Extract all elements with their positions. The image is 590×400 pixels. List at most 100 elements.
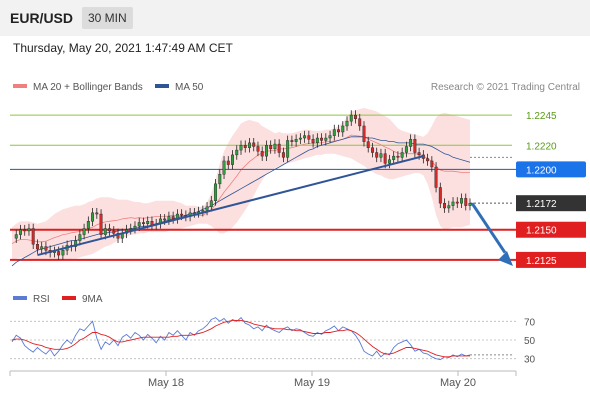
candle-body — [248, 142, 251, 148]
ma50-legend-label: MA 50 — [175, 82, 204, 93]
level-label-1-2125: 1.2125 — [526, 256, 557, 267]
candle-body — [430, 160, 434, 168]
candle-body — [294, 139, 298, 142]
trend-annotations — [37, 155, 513, 266]
candle-body — [129, 228, 133, 230]
candle-body — [23, 229, 27, 232]
candle-body — [222, 160, 226, 175]
candle-body — [31, 228, 35, 245]
candle-body — [205, 206, 209, 211]
candle-body — [358, 118, 362, 127]
level-label-1-2245: 1.2245 — [526, 111, 557, 122]
candle-body — [133, 225, 137, 229]
candle-body — [434, 166, 438, 188]
candle-body — [404, 146, 408, 153]
candle-body — [307, 135, 311, 140]
candle-body — [392, 155, 396, 160]
candle-body — [438, 187, 442, 204]
rsi-tick-label-50: 50 — [524, 336, 536, 347]
candle-body — [14, 234, 18, 239]
candle-body — [226, 160, 230, 165]
candle-body — [443, 202, 447, 209]
legend: MA 20 + Bollinger Bands MA 50 — [13, 82, 204, 93]
candle-body — [99, 213, 103, 235]
ma50-line — [11, 136, 471, 267]
candle-body — [455, 201, 459, 204]
bollinger-band-fill — [12, 107, 470, 262]
rsi-legend-label: RSI — [33, 294, 50, 305]
candle-body — [328, 135, 332, 139]
candle-body — [303, 135, 307, 139]
candle-body — [332, 129, 336, 136]
candle-body — [400, 152, 404, 158]
candle-body — [112, 230, 116, 234]
candle-body — [108, 228, 111, 232]
candle-body — [74, 240, 78, 247]
forecast-arrow-head — [498, 251, 513, 266]
candle-body — [180, 213, 184, 216]
level-label-bg — [516, 251, 586, 268]
ma50-legend-swatch — [155, 84, 169, 88]
level-label-bg — [516, 221, 586, 238]
candle-body — [40, 246, 44, 250]
candle-body — [269, 145, 273, 150]
candle-body — [167, 216, 171, 221]
candle-body — [61, 250, 65, 256]
candle-body — [286, 140, 290, 158]
candle-body — [468, 202, 472, 206]
x-tick-label: May 20 — [440, 377, 476, 389]
candle-body — [137, 222, 141, 227]
candle-body — [383, 153, 387, 164]
candle-body — [413, 139, 417, 153]
rsi-tick-label-70: 70 — [524, 317, 536, 328]
candle-body — [290, 140, 294, 142]
chart-header: EUR/USD 30 MIN — [0, 0, 590, 36]
level-label-bg — [516, 161, 586, 178]
symbol-title: EUR/USD — [10, 10, 74, 26]
candle-body — [35, 244, 39, 250]
trend-line — [37, 155, 424, 257]
candle-body — [354, 114, 357, 119]
x-tick-label: May 18 — [148, 377, 184, 389]
candle-body — [362, 125, 366, 142]
candle-body — [95, 212, 99, 215]
candle-body — [231, 154, 234, 165]
candle-body — [337, 129, 340, 133]
candle-body — [387, 159, 391, 164]
candle-body — [44, 246, 48, 251]
candle-body — [426, 158, 430, 162]
copyright-text: Research © 2021 Trading Central — [431, 82, 580, 93]
level-label-1-2200: 1.2200 — [526, 165, 557, 176]
candle-body — [150, 221, 154, 226]
candle-body — [409, 139, 413, 147]
candle-body — [451, 201, 455, 206]
rsi-legend: RSI 9MA — [13, 294, 103, 305]
level-label-1-2220: 1.2220 — [526, 141, 557, 152]
x-axis: May 18 May 19 May 20 — [9, 371, 517, 389]
rsi-panel: 70 50 30 — [10, 316, 536, 366]
candle-body — [252, 142, 256, 147]
x-tick-label: May 19 — [294, 377, 330, 389]
candle-body — [103, 228, 107, 235]
candle-body — [273, 143, 277, 150]
candle-body — [281, 152, 285, 158]
candle-body — [218, 174, 222, 185]
candle-body — [201, 210, 205, 212]
rsi-ma-legend-label: 9MA — [82, 294, 103, 305]
rsi-tick-label-30: 30 — [524, 355, 536, 366]
candle-body — [379, 153, 383, 158]
candle-body — [264, 145, 268, 157]
candle-body — [320, 137, 324, 141]
candle-body — [142, 222, 145, 224]
candle-body — [417, 152, 421, 156]
candle-body — [163, 218, 167, 221]
rsi-ma-legend-swatch — [62, 296, 76, 300]
timeframe-badge[interactable]: 30 MIN — [82, 7, 133, 29]
rsi-legend-swatch — [13, 296, 27, 300]
candle-body — [256, 146, 260, 152]
bollinger-legend-swatch — [13, 84, 27, 88]
candle-body — [243, 145, 247, 148]
candle-body — [239, 145, 243, 151]
candle-body — [447, 205, 451, 209]
candle-body — [366, 141, 370, 148]
